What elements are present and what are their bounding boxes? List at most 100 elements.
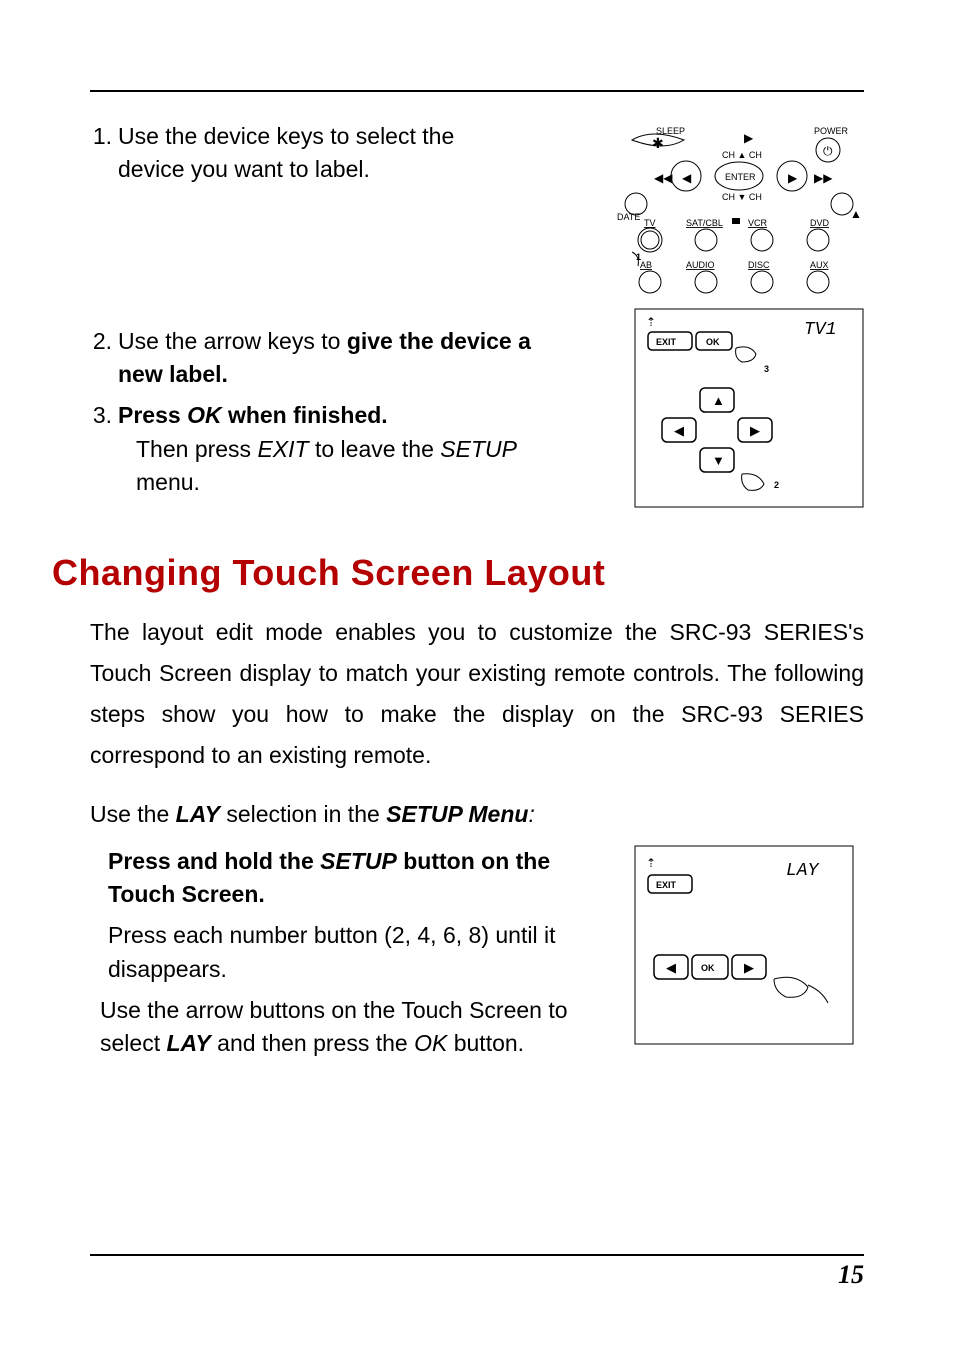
arrow-right: ▶ (750, 423, 760, 438)
lbl-exit-3: EXIT (656, 880, 677, 890)
s3c: and then press the (211, 1030, 414, 1056)
signal-icon: ⇡ (646, 315, 656, 329)
stop-glyph (732, 218, 740, 224)
eject-icon: ▲ (850, 207, 862, 221)
btn-tv-inner (641, 231, 659, 249)
joy-r-dot: ▶ (788, 171, 798, 185)
lbl-date: DATE (617, 212, 640, 222)
step-1-l1: Use the device keys to select the (118, 123, 454, 149)
lbl-chup: CH ▲ CH (722, 150, 762, 160)
callout-3: 3 (764, 364, 769, 374)
lbl-ok: OK (706, 337, 720, 347)
lbl-ab: AB (640, 260, 652, 270)
step-3-num: 3. (90, 399, 118, 499)
fig3-wrap: ⇡ LAY EXIT ◀ OK ▶ (634, 845, 864, 1069)
step-2-num: 2. (90, 325, 118, 392)
step-2-body: Use the arrow keys to give the device a … (118, 325, 580, 392)
step-3-then: Then press EXIT to leave the SETUP menu. (136, 433, 580, 500)
ul-lay: LAY (176, 801, 220, 827)
section-changing-layout: The layout edit mode enables you to cust… (90, 612, 864, 1069)
ul-c: : (528, 801, 534, 827)
lbl-aux: AUX (810, 260, 829, 270)
lbl-enter: ENTER (725, 172, 756, 182)
lbl-exit: EXIT (656, 337, 677, 347)
use-lay-line: Use the LAY selection in the SETUP Menu: (90, 794, 864, 835)
power-icon: ⏻ (823, 144, 833, 158)
btn-disc (751, 271, 773, 293)
s3e: button. (447, 1030, 524, 1056)
arrow-left: ◀ (674, 423, 684, 438)
arrow-up: ▲ (712, 393, 725, 408)
t3c: menu. (136, 469, 200, 495)
step-3: 3. Press OK when finished. Then press EX… (90, 399, 580, 499)
bottom-text: Press and hold the SETUP button on the T… (90, 845, 610, 1069)
arrow-down: ▼ (712, 453, 725, 468)
step-2: 2. Use the arrow keys to give the device… (90, 325, 580, 392)
lbl-dvd: DVD (810, 218, 830, 228)
glyph-rew: ◀◀ (654, 171, 673, 185)
lbl-audio: AUDIO (686, 260, 715, 270)
btn-aux (807, 271, 829, 293)
page: 1. Use the device keys to select the dev… (0, 0, 954, 1352)
ul-b: selection in the (220, 801, 386, 827)
s1b: SETUP (320, 848, 397, 874)
glyph-ff: ▶▶ (814, 171, 833, 185)
rule-bottom (90, 1254, 864, 1256)
sub-step-3: Use the arrow buttons on the Touch Scree… (100, 994, 610, 1061)
bottom-flex: Press and hold the SETUP button on the T… (90, 845, 864, 1069)
para-intro: The layout edit mode enables you to cust… (90, 612, 864, 776)
step-3-ok: OK (187, 402, 222, 428)
section1-figures: SLEEP POWER ✱ ⏻ ▶ CH ▲ CH ENTER ◀ ◀◀ (604, 120, 864, 508)
fig-touch-arrows: ⇡ TV1 EXIT OK 3 ▲ ◀ ▶ ▼ (634, 308, 864, 508)
t3a: Then press (136, 436, 257, 462)
step-3-body: Press OK when finished. Then press EXIT … (118, 399, 580, 499)
device-row2: AB AUDIO DISC AUX (639, 260, 829, 293)
lbl-disc: DISC (748, 260, 770, 270)
lcd-tv1: TV1 (804, 320, 836, 340)
lbl-power: POWER (814, 126, 849, 136)
hand-lay-wrist (808, 985, 828, 1003)
gap (90, 195, 580, 325)
ul-a: Use the (90, 801, 176, 827)
btn-audio (695, 271, 717, 293)
section1-text: 1. Use the device keys to select the dev… (90, 120, 580, 508)
lcd-lay: LAY (786, 861, 820, 881)
heading-changing-layout: Changing Touch Screen Layout (52, 552, 864, 594)
lbl-ok-3: OK (701, 963, 715, 973)
arrow-right-3: ▶ (744, 960, 754, 975)
s3d: OK (414, 1030, 447, 1056)
page-footer: 15 (90, 1254, 864, 1290)
s1a: Press and hold the (108, 848, 320, 874)
ul-menu: SETUP Menu (386, 801, 528, 827)
step-1-l2: device you want to label. (118, 156, 370, 182)
hand-lay (774, 977, 808, 997)
btn-tv (638, 228, 662, 252)
step-3-press: Press (118, 402, 187, 428)
page-number: 15 (90, 1260, 864, 1290)
step-3-suffix: when finished. (222, 402, 388, 428)
lbl-chdn: CH ▼ CH (722, 192, 762, 202)
hand-3 (736, 347, 756, 362)
hand-2 (742, 474, 764, 491)
step-1-body: Use the device keys to select the device… (118, 120, 580, 187)
glyph-play: ▶ (744, 131, 754, 145)
lbl-satcbl: SAT/CBL (686, 218, 723, 228)
sub-step-1: Press and hold the SETUP button on the T… (108, 845, 610, 912)
btn-vcr (751, 229, 773, 251)
step-1: 1. Use the device keys to select the dev… (90, 120, 580, 187)
btn-ab (639, 271, 661, 293)
lbl-vcr: VCR (748, 218, 768, 228)
step-2-a: Use the arrow keys to (118, 328, 347, 354)
btn-satcbl (695, 229, 717, 251)
sleep-star: ✱ (652, 135, 664, 151)
s3b: LAY (166, 1030, 210, 1056)
arrow-left-3: ◀ (666, 960, 676, 975)
section-device-label: 1. Use the device keys to select the dev… (90, 120, 864, 508)
lbl-tv: TV (644, 218, 656, 228)
btn-dvd (807, 229, 829, 251)
rule-top (90, 90, 864, 92)
callout-2: 2 (774, 480, 779, 490)
fig-touch-lay: ⇡ LAY EXIT ◀ OK ▶ (634, 845, 854, 1045)
fig-remote-top: SLEEP POWER ✱ ⏻ ▶ CH ▲ CH ENTER ◀ ◀◀ (614, 120, 864, 300)
joy-l-dot: ◀ (682, 171, 692, 185)
